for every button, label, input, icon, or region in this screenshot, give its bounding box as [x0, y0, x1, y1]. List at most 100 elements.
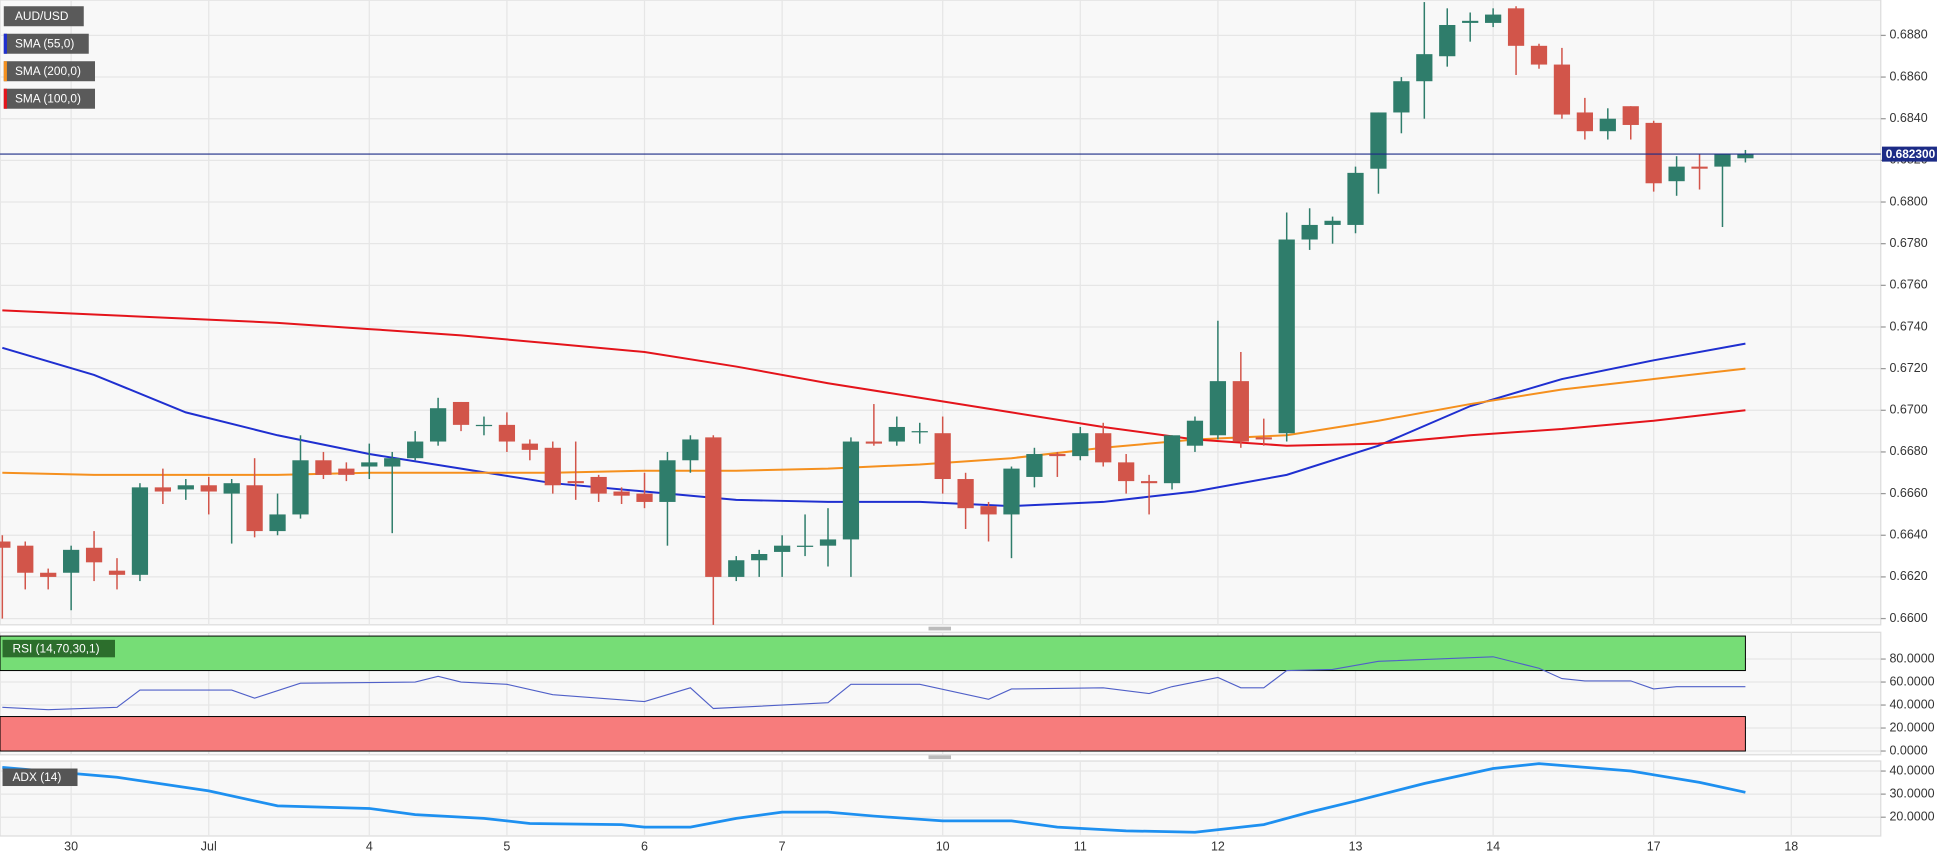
- candle-body: [429, 408, 447, 442]
- candle-body: [911, 431, 928, 433]
- y-tick-label: 0.6800: [1889, 194, 1927, 208]
- last-price-box: [1881, 146, 1937, 162]
- candle-body: [361, 462, 378, 467]
- x-tick-label: 12: [1211, 840, 1225, 851]
- legend-box: [3, 88, 96, 109]
- candle-body: [1530, 45, 1548, 65]
- candle-body: [774, 545, 791, 552]
- indicator-line: [2, 762, 1746, 834]
- legend-label: SMA (55,0): [15, 37, 74, 51]
- legend-label: SMA (200,0): [15, 64, 81, 78]
- candle-body: [1622, 106, 1639, 125]
- y-tick-label: 30.0000: [1889, 786, 1934, 800]
- y-tick-label: 0.6740: [1889, 319, 1927, 333]
- candle-body: [1140, 481, 1158, 484]
- legend-label: SMA (100,0): [15, 91, 81, 105]
- candle-body: [1416, 54, 1433, 82]
- candle-body: [865, 441, 882, 444]
- candle-body: [567, 481, 584, 484]
- candle-body: [1003, 468, 1020, 515]
- candle-body: [1049, 454, 1066, 457]
- candle-body: [223, 483, 240, 494]
- candle-body: [498, 424, 516, 442]
- legend-box: [3, 61, 96, 82]
- indicator-label-box: [2, 768, 78, 787]
- candle-body: [980, 506, 997, 515]
- y-tick-label: 0.6660: [1889, 486, 1927, 500]
- candle-body: [1393, 81, 1410, 113]
- candle-body: [544, 447, 561, 486]
- y-tick-label: 80.0000: [1889, 651, 1934, 665]
- candle-body: [108, 570, 126, 575]
- candle-body: [1507, 8, 1525, 46]
- x-tick-label: 4: [366, 840, 373, 851]
- candle-body: [1576, 112, 1593, 132]
- candle-body: [1072, 433, 1089, 457]
- sma-line: [2, 309, 1746, 447]
- candle-body: [957, 479, 974, 509]
- candle-body: [1209, 381, 1227, 436]
- candle-body: [1324, 220, 1341, 225]
- legend-label: AUD/USD: [15, 9, 68, 23]
- legend-box: [3, 33, 89, 54]
- candle-body: [85, 547, 103, 563]
- y-tick-label: 0.6860: [1889, 69, 1927, 83]
- candle-body: [1485, 14, 1502, 23]
- x-tick-label: Jul: [201, 840, 217, 851]
- candle-body: [1553, 64, 1571, 115]
- y-tick-label: 20.0000: [1889, 810, 1934, 824]
- candle-body: [705, 437, 722, 577]
- candle-body: [1439, 24, 1456, 57]
- legend-swatch: [3, 88, 7, 109]
- x-tick-label: 30: [64, 840, 78, 851]
- candle-body: [819, 539, 837, 546]
- candle-body: [292, 460, 309, 515]
- y-tick-label: 60.0000: [1889, 674, 1934, 688]
- candle-body: [682, 439, 699, 461]
- overbought-zone: [0, 635, 1746, 672]
- panel-handle[interactable]: [928, 755, 952, 760]
- candle-body: [475, 424, 493, 427]
- candle-body: [521, 443, 538, 450]
- candle-body: [200, 485, 217, 492]
- x-tick-label: 6: [641, 840, 648, 851]
- x-tick-label: 13: [1349, 840, 1363, 851]
- candle-body: [1095, 433, 1112, 463]
- candle-body: [659, 460, 676, 502]
- y-tick-label: 0.6780: [1889, 236, 1927, 250]
- candle-body: [452, 401, 470, 425]
- candle-body: [1255, 437, 1272, 440]
- x-tick-label: 5: [503, 840, 510, 851]
- candle-body: [1186, 420, 1204, 446]
- candle-body: [0, 541, 11, 548]
- candle-body: [338, 468, 355, 475]
- y-tick-label: 0.6840: [1889, 111, 1927, 125]
- legend-swatch: [3, 61, 7, 82]
- y-tick-label: 0.0000: [1889, 743, 1927, 757]
- candle-body: [1691, 166, 1708, 169]
- panel-handle[interactable]: [928, 626, 952, 631]
- y-tick-label: 40.0000: [1889, 697, 1934, 711]
- candle-body: [1462, 20, 1479, 23]
- candle-body: [1645, 122, 1662, 184]
- x-tick-label: 18: [1784, 840, 1798, 851]
- y-tick-label: 0.6620: [1889, 569, 1927, 583]
- y-tick-label: 0.6880: [1889, 28, 1927, 42]
- candle-body: [751, 554, 768, 561]
- indicator-label: RSI (14,70,30,1): [13, 641, 100, 655]
- indicator-label: ADX (14): [13, 770, 62, 784]
- candle-body: [613, 491, 630, 496]
- x-tick-label: 14: [1486, 840, 1500, 851]
- candle-body: [1370, 112, 1387, 169]
- y-tick-label: 0.6640: [1889, 528, 1927, 542]
- candle-body: [1714, 154, 1731, 167]
- candle-body: [1026, 454, 1043, 477]
- candle-body: [1118, 462, 1135, 482]
- y-tick-label: 40.0000: [1889, 763, 1934, 777]
- y-tick-label: 20.0000: [1889, 720, 1934, 734]
- last-price-label: 0.682300: [1886, 147, 1936, 161]
- candle-body: [934, 433, 951, 480]
- candle-body: [40, 572, 57, 577]
